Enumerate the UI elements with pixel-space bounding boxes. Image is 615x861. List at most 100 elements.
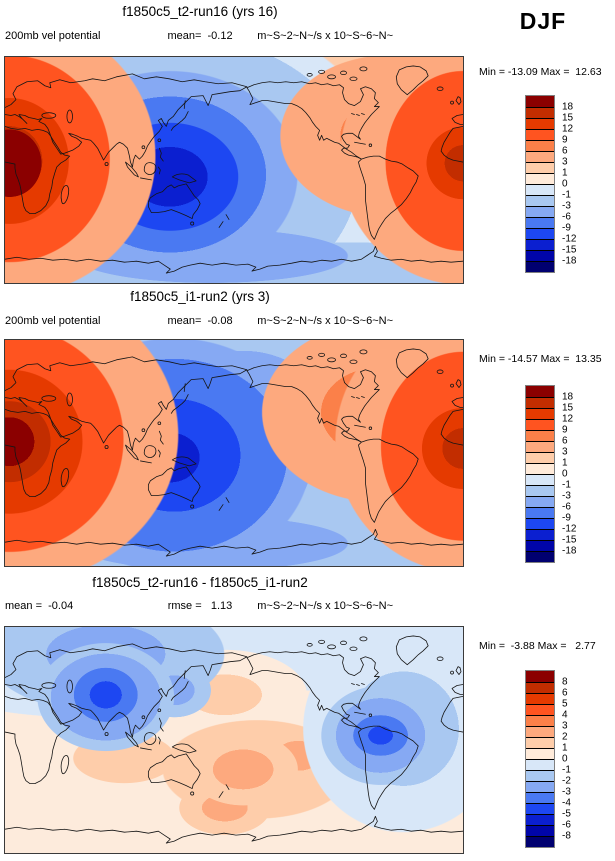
colorbar-band [526, 140, 554, 151]
colorbar-tick-label: -6 [562, 819, 571, 831]
colorbar-tick-label: -6 [562, 501, 571, 513]
colorbar-tick-label: 0 [562, 178, 568, 190]
colorbar-band [526, 239, 554, 250]
colorbar-tick-label: -9 [562, 512, 571, 524]
colorbar-band [526, 825, 554, 836]
colorbar-band [526, 781, 554, 792]
panel-3-map [4, 626, 464, 854]
colorbar-band [526, 173, 554, 184]
colorbar-tick-label: 5 [562, 698, 568, 710]
colorbar-band [526, 408, 554, 419]
colorbar-band [526, 759, 554, 770]
colorbar-tick-label: 12 [562, 123, 574, 135]
colorbar-band [526, 474, 554, 485]
colorbar-tick-label: 0 [562, 753, 568, 765]
colorbar-tick-label: 0 [562, 468, 568, 480]
panel-2-units-label: m~S~2~N~/s x 10~S~6~N~ [257, 315, 393, 327]
colorbar-band [526, 507, 554, 518]
colorbar-band [526, 419, 554, 430]
colorbar-band [526, 693, 554, 704]
colorbar-band [526, 162, 554, 173]
colorbar-band [526, 814, 554, 825]
colorbar-band [526, 836, 554, 847]
panel-3-units-label: m~S~2~N~/s x 10~S~6~N~ [257, 600, 393, 612]
colorbar-tick-label: 12 [562, 413, 574, 425]
colorbar-tick-label: 1 [562, 742, 568, 754]
colorbar-band [526, 184, 554, 195]
colorbar-band [526, 430, 554, 441]
colorbar-tick-label: 4 [562, 709, 568, 721]
panel-2-minmax-label: Min = -14.57 Max = 13.35 [479, 353, 602, 365]
panel-1-minmax-label: Min = -13.09 Max = 12.63 [479, 66, 602, 78]
panel-3-minmax-label: Min = -3.88 Max = 2.77 [479, 640, 596, 652]
colorbar-tick-label: -4 [562, 797, 571, 809]
panel-1-units-label: m~S~2~N~/s x 10~S~6~N~ [257, 30, 393, 42]
colorbar-band [526, 737, 554, 748]
colorbar-band [526, 228, 554, 239]
panel-3-colorbar: 8 6 5 4 3 2 1 0 -1 -2 -3 -4 -5 -6 -8 [525, 670, 571, 848]
panel-2-variable-label: 200mb vel potential [5, 315, 101, 327]
season-label: DJF [519, 8, 567, 34]
colorbar-band [526, 529, 554, 540]
colorbar-band [526, 452, 554, 463]
colorbar-band [526, 107, 554, 118]
colorbar-tick-label: 15 [562, 112, 574, 124]
colorbar-tick-label: 8 [562, 676, 568, 688]
panel-3-mean-label: mean = -0.04 [5, 600, 74, 612]
colorbar-band [526, 715, 554, 726]
colorbar-band [526, 726, 554, 737]
colorbar-band [526, 463, 554, 474]
colorbar-tick-label: 18 [562, 101, 574, 113]
colorbar-band [526, 118, 554, 129]
colorbar-band [526, 803, 554, 814]
colorbar-band [526, 551, 554, 562]
colorbar-band [526, 217, 554, 228]
colorbar-band [526, 704, 554, 715]
colorbar-tick-label: -9 [562, 222, 571, 234]
colorbar-tick-label: -18 [562, 255, 577, 267]
colorbar-tick-label: 1 [562, 167, 568, 179]
colorbar-band [526, 129, 554, 140]
colorbar-tick-label: -2 [562, 775, 571, 787]
colorbar-tick-label: -12 [562, 523, 577, 535]
colorbar-band [526, 250, 554, 261]
colorbar-band [526, 96, 554, 107]
panel-1-colorbar: 18 15 12 9 6 3 1 0 -1 -3 -6 -9 -12 -15 -18 [525, 95, 576, 273]
colorbar-tick-label: -3 [562, 490, 571, 502]
panel-3-rmse-label: rmse = 1.13 [167, 600, 233, 612]
colorbar-tick-label: 6 [562, 687, 568, 699]
panel-2-colorbar: 18 15 12 9 6 3 1 0 -1 -3 -6 -9 -12 -15 -18 [525, 385, 576, 563]
panel-2-title: f1850c5_i1-run2 (yrs 3) [130, 289, 270, 304]
colorbar-band [526, 206, 554, 217]
colorbar-band [526, 386, 554, 397]
colorbar-band [526, 441, 554, 452]
colorbar-band [526, 540, 554, 551]
colorbar-tick-label: 9 [562, 424, 568, 436]
panel-2-map [4, 339, 464, 567]
panel-1-mean-label: mean= -0.12 [167, 30, 233, 42]
colorbar-band [526, 151, 554, 162]
colorbar-tick-label: -5 [562, 808, 571, 820]
colorbar-tick-label: 6 [562, 435, 568, 447]
colorbar-tick-label: 1 [562, 457, 568, 469]
panel-1-variable-label: 200mb vel potential [5, 30, 101, 42]
colorbar-tick-label: 3 [562, 156, 568, 168]
colorbar-tick-label: 3 [562, 446, 568, 458]
colorbar-tick-label: -15 [562, 534, 577, 546]
colorbar-tick-label: 18 [562, 391, 574, 403]
colorbar-band [526, 261, 554, 272]
coastline-overlay [5, 348, 463, 557]
colorbar-tick-label: -18 [562, 545, 577, 557]
colorbar-tick-label: -3 [562, 786, 571, 798]
coastline-overlay [5, 635, 463, 844]
colorbar-tick-label: 3 [562, 720, 568, 732]
colorbar-tick-label: -1 [562, 764, 571, 776]
coastline-overlay [5, 65, 463, 274]
colorbar-band [526, 496, 554, 507]
colorbar-tick-label: 9 [562, 134, 568, 146]
colorbar-band [526, 682, 554, 693]
colorbar-band [526, 792, 554, 803]
panel-2-mean-label: mean= -0.08 [167, 315, 233, 327]
colorbar-tick-label: 2 [562, 731, 568, 743]
